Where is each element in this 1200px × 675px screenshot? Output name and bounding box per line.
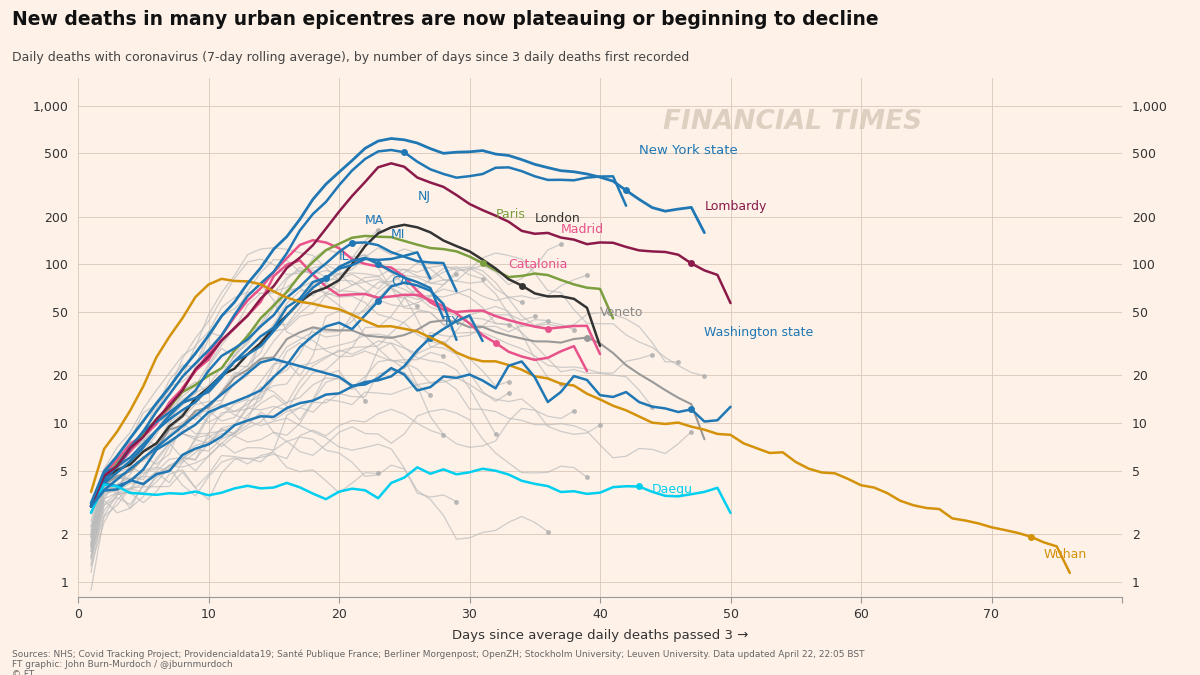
Text: CA: CA bbox=[391, 275, 408, 288]
Text: Daily deaths with coronavirus (7-day rolling average), by number of days since 3: Daily deaths with coronavirus (7-day rol… bbox=[12, 51, 689, 63]
Text: © FT: © FT bbox=[12, 670, 35, 675]
Text: Catalonia: Catalonia bbox=[509, 258, 568, 271]
Text: Paris: Paris bbox=[496, 209, 526, 221]
Text: Sources: NHS; Covid Tracking Project; Providencialdata19; Santé Publique France;: Sources: NHS; Covid Tracking Project; Pr… bbox=[12, 649, 864, 659]
Text: Washington state: Washington state bbox=[704, 327, 814, 340]
X-axis label: Days since average daily deaths passed 3 →: Days since average daily deaths passed 3… bbox=[452, 629, 748, 642]
Text: Lombardy: Lombardy bbox=[704, 200, 767, 213]
Text: NJ: NJ bbox=[418, 190, 431, 203]
Text: IL: IL bbox=[340, 250, 349, 263]
Text: FINANCIAL TIMES: FINANCIAL TIMES bbox=[662, 109, 922, 135]
Text: Daegu: Daegu bbox=[653, 483, 694, 496]
Text: TX: TX bbox=[444, 315, 460, 327]
Text: Madrid: Madrid bbox=[560, 223, 604, 236]
Text: Veneto: Veneto bbox=[600, 306, 643, 319]
Text: New deaths in many urban epicentres are now plateauing or beginning to decline: New deaths in many urban epicentres are … bbox=[12, 10, 878, 29]
Text: Wuhan: Wuhan bbox=[1044, 547, 1087, 560]
Text: MI: MI bbox=[391, 227, 406, 241]
Text: New York state: New York state bbox=[640, 144, 738, 157]
Text: MA: MA bbox=[365, 215, 384, 227]
Text: London: London bbox=[535, 212, 581, 225]
Text: FT graphic: John Burn-Murdoch / @jburnmurdoch: FT graphic: John Burn-Murdoch / @jburnmu… bbox=[12, 660, 233, 669]
